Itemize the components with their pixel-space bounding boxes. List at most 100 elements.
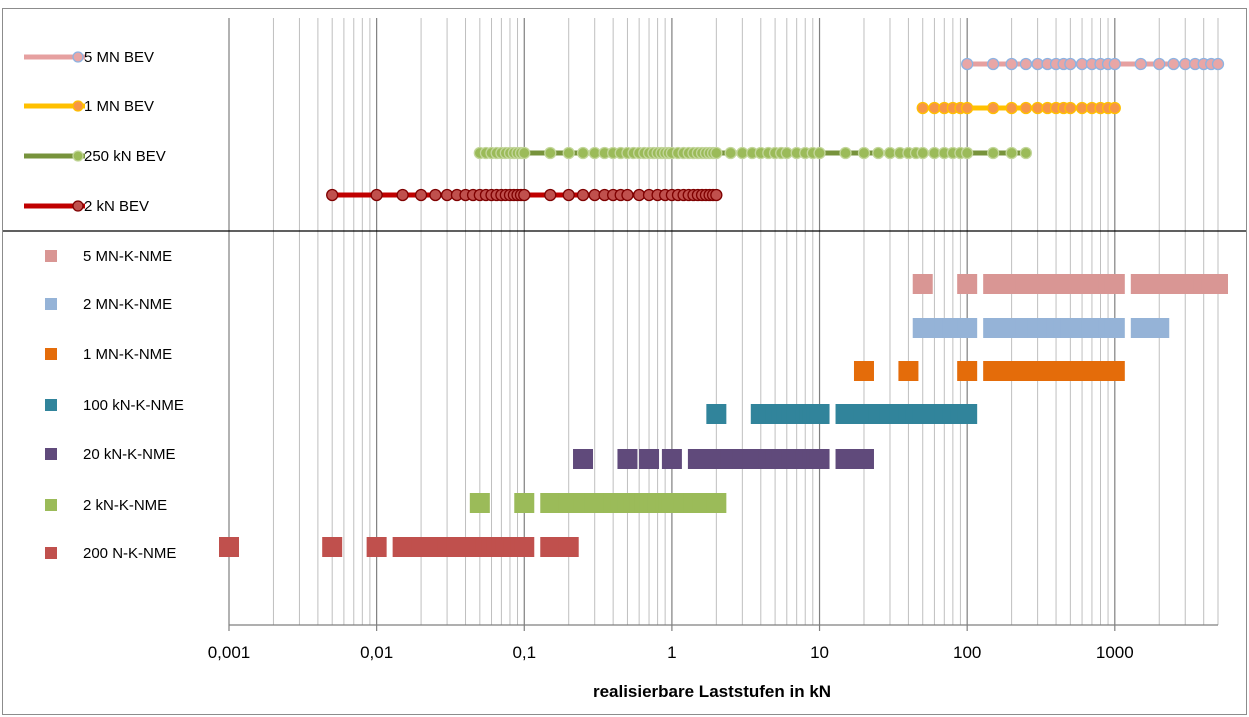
data-point: [1019, 146, 1033, 160]
data-point: [366, 537, 387, 557]
data-point: [916, 101, 929, 115]
data-point: [916, 146, 929, 160]
data-point: [872, 146, 885, 160]
data-point: [514, 493, 535, 513]
data-point: [1005, 57, 1018, 71]
data-point: [1019, 57, 1033, 71]
x-tick-label: 100: [953, 643, 981, 662]
data-point: [562, 188, 575, 202]
data-point: [809, 404, 830, 424]
data-point: [1108, 101, 1121, 115]
data-point: [576, 188, 590, 202]
data-point: [518, 146, 531, 160]
data-point: [370, 188, 383, 202]
data-point: [1104, 274, 1125, 294]
legend-layer: 5 MN BEV 1 MN BEV 250 kN BEV 2 kN BEV 5 MN-K…: [24, 49, 184, 562]
x-tick-label: 1000: [1096, 643, 1134, 662]
data-point: [544, 146, 557, 160]
data-point: [219, 537, 239, 557]
nme-series-layer: [219, 274, 1228, 557]
data-point: [558, 537, 579, 557]
data-point: [1005, 101, 1018, 115]
data-point: [414, 188, 428, 202]
nme-series: [706, 404, 978, 424]
data-point: [514, 537, 535, 557]
data-point: [724, 146, 737, 160]
data-point: [957, 318, 978, 338]
data-point: [839, 146, 852, 160]
data-point: [983, 361, 1004, 381]
data-point: [573, 449, 594, 469]
data-point: [706, 404, 727, 424]
data-point: [621, 188, 634, 202]
data-point: [813, 146, 826, 160]
x-axis: 0,001 0,01 0,1 1 10 100 1000: [208, 624, 1218, 662]
data-point: [429, 188, 442, 202]
data-point: [710, 146, 723, 160]
data-point: [1167, 57, 1180, 71]
x-tick-label: 10: [810, 643, 829, 662]
data-point: [1211, 57, 1225, 71]
data-point: [1064, 57, 1077, 71]
legend-label: 2 kN BEV: [84, 198, 149, 215]
data-point: [469, 493, 490, 513]
data-point: [540, 537, 561, 557]
data-point: [853, 449, 874, 469]
data-point: [961, 146, 974, 160]
data-point: [687, 449, 708, 469]
data-point: [957, 404, 978, 424]
legend-marker: [45, 348, 57, 360]
data-point: [1130, 274, 1151, 294]
legend-label: 200 N-K-NME: [83, 545, 176, 562]
data-point: [961, 101, 974, 115]
x-tick-label: 0,1: [512, 643, 536, 662]
data-point: [576, 146, 590, 160]
nme-series: [912, 318, 1170, 338]
data-point: [639, 449, 660, 469]
legend-marker: [72, 100, 84, 112]
data-point: [710, 188, 723, 202]
legend-marker: [72, 51, 84, 63]
x-axis-title: realisierbare Laststufen in kN: [593, 682, 831, 701]
data-point: [1108, 57, 1121, 71]
data-point: [835, 404, 856, 424]
data-point: [518, 188, 531, 202]
data-point: [809, 449, 830, 469]
data-point: [1149, 318, 1170, 338]
legend-label: 5 MN-K-NME: [83, 248, 172, 265]
data-point: [961, 57, 974, 71]
data-point: [392, 537, 413, 557]
legend-label: 20 kN-K-NME: [83, 446, 176, 463]
data-point: [540, 493, 561, 513]
data-point: [1134, 57, 1147, 71]
legend-marker: [45, 547, 57, 559]
nme-series: [912, 274, 1228, 294]
legend-marker: [45, 298, 57, 310]
x-tick-label: 0,01: [360, 643, 393, 662]
legend-marker: [45, 399, 57, 411]
bev-series-layer: [326, 57, 1225, 202]
nme-series: [219, 537, 579, 557]
data-point: [706, 493, 727, 513]
data-point: [853, 361, 874, 381]
legend-label: 100 kN-K-NME: [83, 397, 184, 414]
bev-series: [961, 57, 1225, 71]
data-point: [1208, 274, 1228, 294]
data-point: [983, 318, 1004, 338]
bev-series: [916, 101, 1121, 115]
x-tick-label: 0,001: [208, 643, 251, 662]
data-point: [983, 274, 1004, 294]
legend-marker: [45, 250, 57, 262]
legend-label: 250 kN BEV: [84, 148, 166, 165]
legend-label: 1 MN-K-NME: [83, 346, 172, 363]
data-point: [1019, 101, 1033, 115]
nme-series: [573, 449, 874, 469]
data-point: [898, 361, 919, 381]
legend-marker: [45, 448, 57, 460]
data-point: [835, 449, 856, 469]
data-point: [544, 188, 557, 202]
data-point: [1064, 101, 1077, 115]
data-point: [562, 146, 575, 160]
